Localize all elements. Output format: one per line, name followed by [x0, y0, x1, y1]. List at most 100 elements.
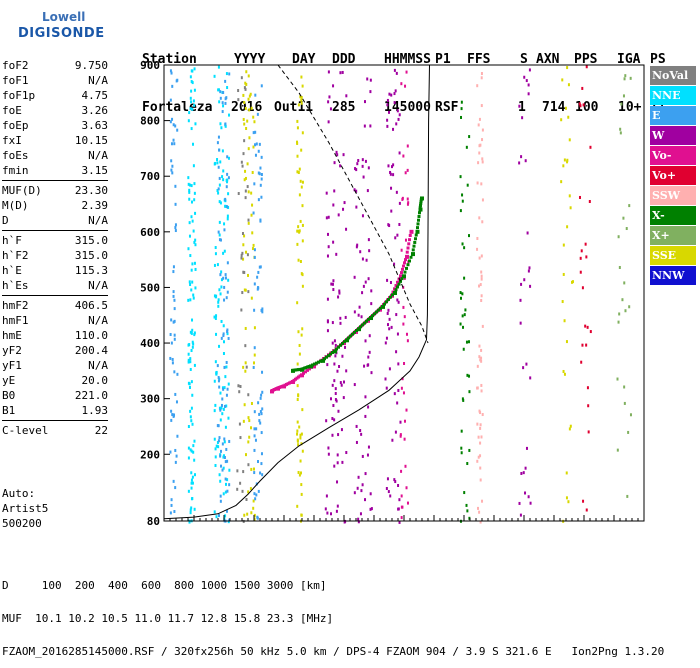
noise-speckle [260, 177, 263, 181]
noise-speckle [587, 404, 590, 408]
o-trace-point [308, 367, 311, 371]
x-trace-point [329, 352, 332, 356]
noise-speckle [566, 158, 569, 162]
noise-speckle [327, 452, 330, 456]
noise-speckle [255, 427, 258, 431]
noise-speckle [242, 152, 245, 156]
noise-speckle [256, 275, 259, 279]
noise-speckle [623, 281, 626, 285]
noise-speckle [215, 444, 218, 448]
noise-speckle [260, 431, 263, 435]
noise-speckle [392, 173, 395, 177]
noise-speckle [169, 450, 172, 454]
noise-speckle [406, 144, 409, 148]
noise-speckle [338, 289, 341, 293]
param-name: foF1p [2, 89, 36, 102]
noise-speckle [217, 230, 220, 234]
noise-speckle [468, 448, 471, 452]
noise-speckle [194, 267, 197, 271]
noise-speckle [244, 81, 247, 85]
param-value: 22 [94, 424, 108, 437]
noise-speckle [299, 459, 302, 463]
noise-speckle [568, 427, 571, 431]
noise-speckle [398, 498, 401, 502]
noise-speckle [222, 332, 225, 336]
noise-speckle [300, 513, 303, 517]
noise-speckle [300, 148, 303, 152]
noise-speckle [524, 491, 527, 495]
noise-speckle [243, 288, 246, 292]
noise-speckle [260, 452, 263, 456]
param-value: 115.3 [74, 264, 108, 277]
noise-speckle [481, 220, 484, 224]
noise-speckle [214, 252, 217, 256]
noise-speckle [399, 433, 402, 437]
noise-speckle [226, 205, 229, 209]
noise-speckle [300, 333, 303, 337]
noise-speckle [460, 100, 463, 104]
param-row: yF1 N/A [2, 358, 108, 373]
noise-speckle [171, 413, 174, 417]
noise-speckle [297, 225, 300, 229]
x-trace-point [417, 218, 420, 222]
noise-speckle [222, 492, 225, 496]
legend-item-ssw: SSW [650, 186, 696, 205]
noise-speckle [331, 417, 334, 421]
noise-speckle [560, 118, 563, 122]
noise-speckle [480, 182, 483, 186]
noise-speckle [217, 135, 220, 139]
noise-speckle [298, 425, 301, 429]
noise-speckle [227, 192, 230, 196]
noise-speckle [366, 453, 369, 457]
noise-speckle [169, 333, 172, 337]
noise-speckle [188, 188, 191, 192]
param-value: 3.26 [81, 104, 109, 117]
noise-speckle [370, 371, 373, 375]
param-row: h`F 315.0 [2, 233, 108, 248]
parameter-panel: foF2 9.750 foF1 N/A foF1p 4.75 foE 3.26 foEp 3.63… [2, 58, 108, 438]
param-row: hmF1 N/A [2, 313, 108, 328]
x-trace-point [313, 362, 316, 366]
noise-speckle [245, 82, 248, 86]
noise-speckle [221, 175, 224, 179]
noise-speckle [619, 127, 622, 131]
param-row: hmF2 406.5 [2, 298, 108, 313]
noise-speckle [385, 336, 388, 340]
noise-speckle [367, 405, 370, 409]
o-trace-point [298, 374, 302, 378]
noise-speckle [259, 410, 262, 414]
noise-speckle [476, 459, 479, 463]
noise-speckle [337, 213, 340, 217]
dashed-model-line [277, 64, 429, 344]
noise-speckle [218, 436, 221, 440]
x-trace-point [389, 295, 392, 299]
noise-speckle [463, 313, 466, 317]
param-row: hmE 110.0 [2, 328, 108, 343]
noise-speckle [221, 101, 224, 105]
noise-speckle [336, 369, 339, 373]
noise-speckle [356, 162, 359, 166]
noise-speckle [300, 96, 303, 100]
noise-speckle [252, 365, 255, 369]
noise-speckle [362, 175, 365, 179]
o-trace-point [289, 380, 293, 384]
param-row: foEs N/A [2, 148, 108, 163]
noise-speckle [518, 104, 521, 108]
noise-speckle [338, 291, 341, 295]
x-trace-point [337, 345, 340, 349]
noise-speckle [400, 505, 403, 509]
noise-speckle [296, 154, 299, 158]
header-row2-cell: 714 [542, 100, 566, 115]
noise-speckle [189, 283, 192, 287]
noise-speckle [342, 153, 345, 157]
noise-speckle [244, 189, 247, 193]
noise-speckle [253, 255, 256, 259]
noise-speckle [193, 182, 196, 186]
noise-speckle [240, 253, 243, 257]
noise-speckle [327, 70, 330, 74]
noise-speckle [405, 332, 408, 336]
noise-speckle [395, 71, 398, 75]
noise-speckle [242, 270, 245, 274]
x-trace-point [298, 367, 302, 371]
noise-speckle [300, 75, 303, 79]
